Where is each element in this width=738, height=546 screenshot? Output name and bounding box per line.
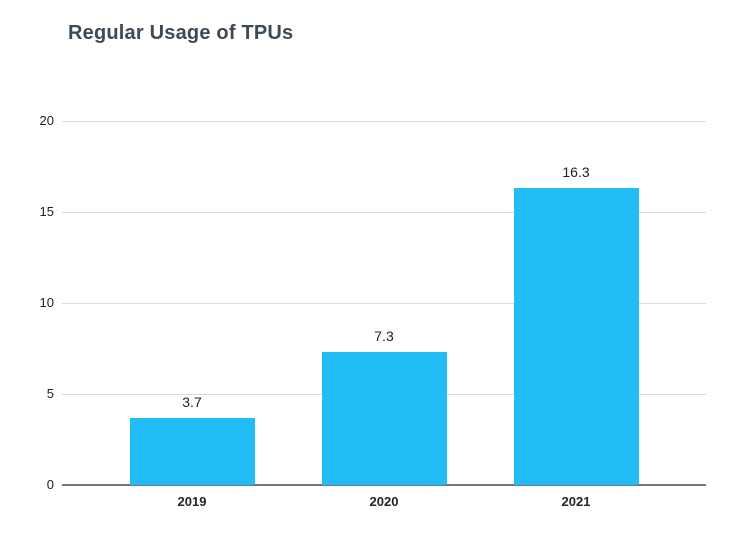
y-tick-label: 5: [46, 386, 54, 401]
x-axis-line: [62, 484, 706, 486]
x-category-label: 2020: [369, 494, 399, 509]
bar: [129, 417, 255, 485]
bar-value-label: 16.3: [562, 164, 590, 181]
x-category-label: 2019: [177, 494, 207, 509]
y-tick-label: 20: [39, 113, 54, 128]
y-tick-label: 0: [46, 477, 54, 492]
chart-title: Regular Usage of TPUs: [68, 22, 294, 44]
y-tick-label: 10: [39, 295, 54, 310]
bar: [321, 352, 447, 485]
gridline: [62, 121, 706, 122]
gridline: [62, 303, 706, 304]
bar-value-label: 7.3: [374, 328, 394, 345]
plot-area: 3.7 7.3 16.3: [62, 121, 706, 486]
y-tick-label: 15: [39, 204, 54, 219]
bar-value-label: 3.7: [182, 393, 202, 410]
bar: [513, 188, 639, 485]
gridline: [62, 212, 706, 213]
x-category-label: 2021: [561, 494, 591, 509]
